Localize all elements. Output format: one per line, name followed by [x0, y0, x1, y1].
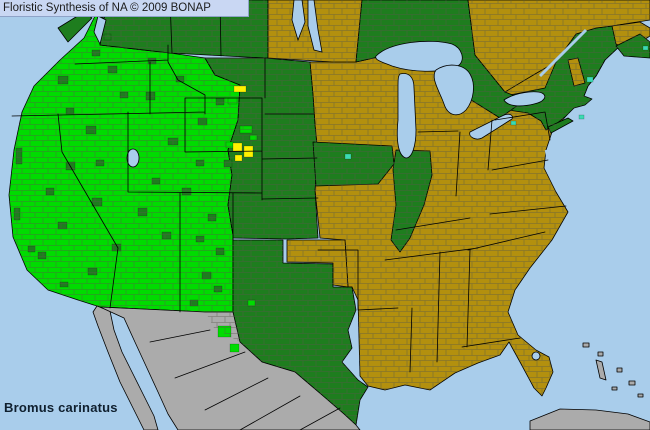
- adventive-county-marker: [344, 153, 352, 160]
- lake-winnipeg: [291, 0, 306, 42]
- mexico-state-borders: [149, 329, 341, 430]
- lake-michigan: [396, 73, 417, 159]
- great-salt-lake: [126, 148, 140, 168]
- land-regions: [8, 0, 650, 430]
- lakes: [93, 0, 588, 361]
- rare-county-marker: [233, 85, 247, 93]
- state-borders: [11, 0, 567, 373]
- adventive-county-marker: [586, 76, 594, 83]
- adventive-county-marker: [510, 120, 517, 126]
- lake-ontario: [503, 91, 546, 107]
- species-label: Bromus carinatus: [4, 400, 118, 415]
- map-title: Floristic Synthesis of NA © 2009 BONAP: [0, 0, 249, 17]
- st-lawrence-river: [538, 28, 588, 78]
- lake-erie: [469, 113, 513, 140]
- rare-county-marker: [234, 154, 243, 162]
- adventive-county-marker: [578, 114, 585, 120]
- puget-sound: [93, 15, 107, 46]
- bright-green-county: [229, 343, 240, 353]
- lake-okeechobee: [531, 351, 541, 361]
- lake-huron: [433, 64, 474, 116]
- adventive-county-marker: [642, 45, 649, 51]
- region-bahamas: [582, 342, 644, 398]
- rare-county-marker: [232, 142, 243, 152]
- lake-winnipegosis: [307, 0, 323, 53]
